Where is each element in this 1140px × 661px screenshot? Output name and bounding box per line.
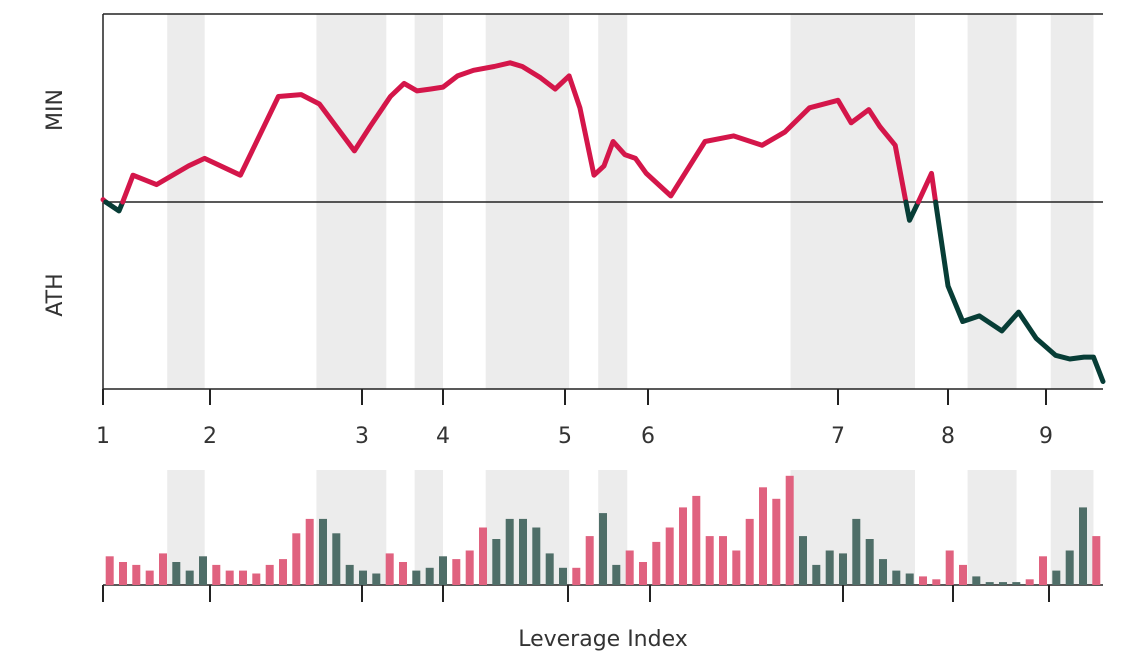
bar	[879, 559, 887, 585]
x-tick-label: 3	[355, 424, 369, 449]
bar	[532, 527, 541, 585]
bar	[745, 518, 754, 585]
bar	[199, 556, 207, 586]
bar	[385, 553, 394, 585]
bar	[959, 564, 967, 585]
bar	[892, 570, 901, 585]
x-tick-label: 8	[941, 424, 955, 449]
bar	[319, 518, 327, 585]
x-tick-label: 6	[641, 424, 655, 449]
bar	[1079, 507, 1087, 585]
bar	[225, 570, 234, 585]
line-segment-below	[933, 199, 1106, 384]
bar	[145, 570, 154, 585]
bar	[612, 564, 621, 585]
bar	[692, 495, 701, 585]
bar	[679, 507, 687, 585]
bar	[599, 513, 607, 585]
bar	[345, 564, 354, 585]
bar	[292, 533, 301, 586]
bar	[719, 536, 727, 585]
bar	[999, 582, 1007, 585]
bar	[412, 570, 421, 585]
bar	[559, 567, 567, 586]
bar	[119, 562, 127, 585]
bar	[1092, 536, 1101, 585]
bar	[265, 564, 274, 585]
bar	[785, 475, 794, 586]
x-tick-label: 9	[1039, 424, 1053, 449]
bar	[1012, 582, 1021, 585]
bar	[1065, 550, 1074, 585]
shaded-band	[967, 470, 1017, 585]
bar	[479, 527, 487, 585]
y-label-min: MIN	[43, 89, 68, 131]
bar-series	[105, 475, 1101, 586]
bar	[159, 553, 167, 585]
bar	[212, 564, 221, 585]
bar	[1025, 579, 1034, 586]
bar	[732, 550, 741, 585]
bar	[919, 576, 927, 585]
bar	[759, 487, 767, 586]
bar	[1039, 556, 1047, 586]
x-tick-label: 7	[831, 424, 845, 449]
bar	[279, 559, 287, 585]
bar	[839, 553, 847, 585]
bar	[439, 556, 447, 586]
bar	[865, 539, 874, 585]
bar	[425, 567, 434, 586]
shaded-band	[414, 470, 443, 585]
bar	[239, 570, 247, 585]
bar	[305, 518, 314, 585]
bar	[132, 564, 141, 585]
bar	[905, 573, 914, 585]
bar	[359, 570, 367, 585]
bar	[185, 570, 194, 585]
bar	[332, 533, 341, 586]
bar	[505, 518, 514, 585]
bar	[772, 498, 781, 586]
bar	[1052, 570, 1061, 585]
bar	[105, 556, 114, 586]
line-segment-above	[120, 60, 909, 205]
bar	[625, 550, 634, 585]
y-label-ath: ATH	[43, 273, 68, 316]
bar	[825, 550, 834, 585]
bar	[372, 573, 381, 585]
bar	[932, 579, 941, 586]
bar	[799, 536, 807, 585]
bar	[492, 539, 501, 585]
bar	[985, 582, 994, 585]
bar	[519, 518, 527, 585]
bar	[945, 550, 954, 585]
line-series	[100, 60, 1106, 384]
bar	[545, 553, 554, 585]
bar	[852, 518, 861, 585]
bar	[252, 573, 261, 585]
x-tick-label: 1	[96, 424, 110, 449]
x-tick-label: 4	[436, 424, 450, 449]
bar	[639, 562, 647, 585]
line-segment-above	[915, 170, 939, 205]
bar	[572, 567, 581, 586]
bar	[465, 550, 474, 585]
bar	[812, 564, 821, 585]
bar	[172, 562, 181, 585]
x-ticks-bottom	[102, 585, 1050, 602]
line-segment-below	[103, 199, 126, 214]
x-tick-label: 2	[203, 424, 217, 449]
bar	[665, 527, 674, 585]
bar	[972, 576, 981, 585]
line-segment-below	[903, 199, 921, 223]
bar	[652, 541, 661, 585]
bar	[705, 536, 714, 585]
x-ticks-top: 1 2 3 4 5 6 7 8 9	[96, 389, 1053, 449]
bar	[399, 562, 407, 585]
bar	[585, 536, 594, 585]
bar	[452, 559, 461, 585]
x-tick-label: 5	[558, 424, 572, 449]
x-axis-label: Leverage Index	[518, 627, 688, 652]
